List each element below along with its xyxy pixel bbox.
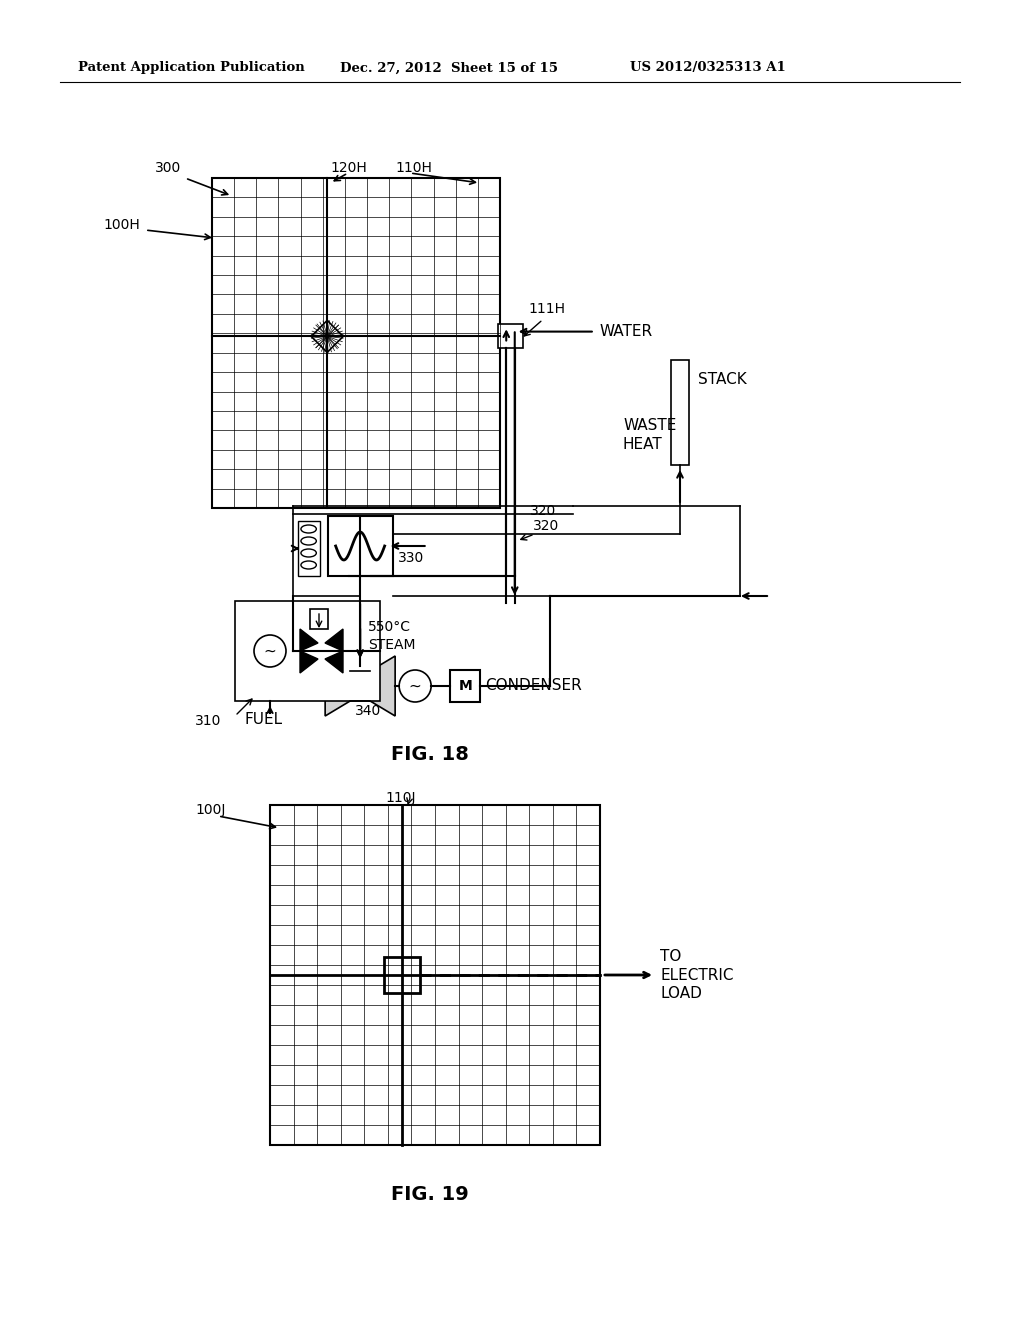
Text: FIG. 18: FIG. 18 — [391, 746, 469, 764]
Text: 111H: 111H — [528, 302, 565, 317]
Text: ~: ~ — [263, 644, 276, 659]
Text: 550°C
STEAM: 550°C STEAM — [369, 620, 416, 652]
Text: 110H: 110H — [395, 161, 432, 176]
Bar — [298, 521, 319, 576]
Text: CONDENSER: CONDENSER — [485, 678, 582, 693]
Text: 300: 300 — [155, 161, 181, 176]
Bar — [384, 957, 420, 993]
Bar — [212, 178, 500, 508]
Polygon shape — [370, 656, 395, 715]
Text: ~: ~ — [409, 678, 422, 693]
Bar — [328, 516, 392, 576]
Text: 320: 320 — [532, 519, 559, 533]
Polygon shape — [326, 656, 350, 715]
Bar — [310, 609, 328, 630]
Polygon shape — [325, 630, 343, 651]
Text: WASTE
HEAT: WASTE HEAT — [623, 418, 677, 451]
Text: TO
ELECTRIC
LOAD: TO ELECTRIC LOAD — [660, 949, 733, 1001]
Text: 100J: 100J — [195, 803, 225, 817]
Text: 320: 320 — [529, 504, 556, 517]
Text: 100H: 100H — [103, 218, 140, 232]
Polygon shape — [300, 651, 318, 673]
Bar — [671, 360, 689, 465]
Bar — [234, 601, 380, 701]
Text: M: M — [459, 678, 472, 693]
Text: 120H: 120H — [330, 161, 367, 176]
Text: FIG. 19: FIG. 19 — [391, 1185, 469, 1204]
Text: STACK: STACK — [698, 372, 746, 388]
Text: WATER: WATER — [600, 325, 653, 339]
Text: 310: 310 — [195, 714, 221, 729]
Text: Dec. 27, 2012  Sheet 15 of 15: Dec. 27, 2012 Sheet 15 of 15 — [340, 62, 558, 74]
Text: Patent Application Publication: Patent Application Publication — [78, 62, 305, 74]
Bar — [451, 671, 480, 702]
Polygon shape — [325, 651, 343, 673]
Text: 110J: 110J — [385, 791, 416, 805]
Bar — [498, 325, 523, 348]
Polygon shape — [300, 630, 318, 651]
Text: FUEL: FUEL — [245, 711, 283, 726]
Bar — [270, 805, 600, 1144]
Text: US 2012/0325313 A1: US 2012/0325313 A1 — [630, 62, 785, 74]
Text: 340: 340 — [355, 704, 381, 718]
Text: 330: 330 — [397, 550, 424, 565]
